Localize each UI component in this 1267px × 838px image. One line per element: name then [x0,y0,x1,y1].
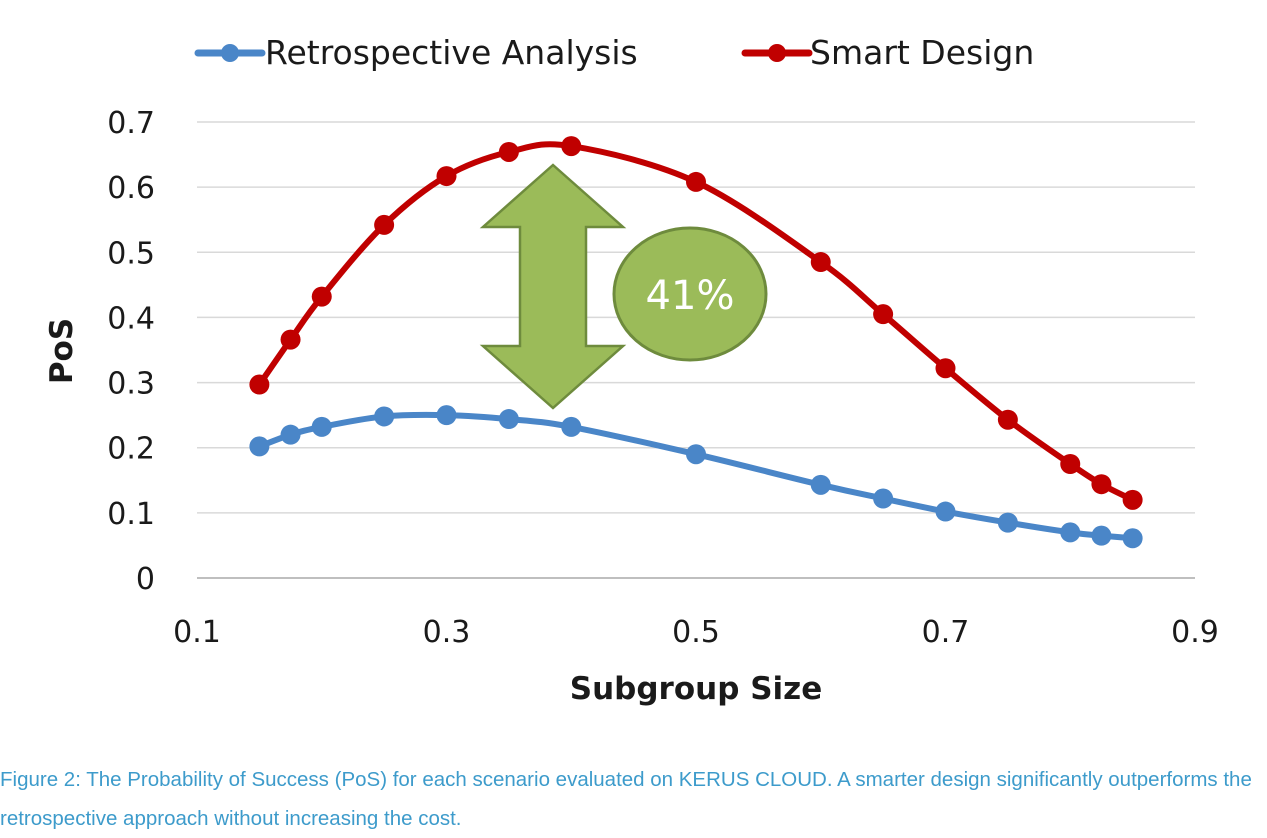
x-tick-label: 0.3 [423,615,471,650]
y-axis-title: PoS [44,318,80,384]
x-tick-label: 0.9 [1171,615,1219,650]
data-point-retrospective-analysis [436,405,457,426]
y-tick-label: 0.5 [107,236,155,271]
double-arrow-icon [479,163,627,410]
data-point-smart-design [498,141,519,162]
series-smart-design [249,136,1143,510]
legend-marker-smart-design [768,44,786,62]
data-point-smart-design [935,358,956,379]
percent-badge-label: 41% [646,273,735,319]
series-layer [249,136,1143,549]
y-tick-label: 0.7 [107,106,155,141]
y-tick-label: 0.6 [107,171,155,206]
annotation-41-percent: 41% [479,163,768,410]
data-point-smart-design [1091,474,1112,495]
x-tick-label: 0.5 [672,615,720,650]
y-tick-label: 0.2 [107,432,155,467]
data-point-retrospective-analysis [561,416,582,437]
data-point-smart-design [997,409,1018,430]
x-axis-title: Subgroup Size [570,671,822,707]
legend-label-retrospective-analysis: Retrospective Analysis [265,33,638,72]
x-tick-label: 0.1 [173,615,221,650]
data-point-retrospective-analysis [249,436,270,457]
y-tick-label: 0 [136,562,155,597]
data-point-retrospective-analysis [686,444,706,465]
y-tick-label: 0.1 [107,497,155,532]
percent-badge [612,226,768,362]
legend-label-smart-design: Smart Design [810,33,1034,72]
pos-chart: 0 0.1 0.2 0.3 0.4 0.5 0.6 0.7 0.1 0.3 0.5 0.7 0.9 4… [44,33,1219,707]
data-point-retrospective-analysis [280,424,301,445]
data-point-smart-design [436,166,457,187]
data-point-retrospective-analysis [1060,522,1081,543]
data-point-smart-design [1122,489,1143,510]
figure-caption: Figure 2: The Probability of Success (Po… [0,768,1252,830]
data-point-smart-design [280,329,301,350]
data-point-smart-design [686,171,706,192]
y-tick-labels: 0 0.1 0.2 0.3 0.4 0.5 0.6 0.7 [107,106,155,597]
legend-marker-retrospective-analysis [221,44,239,62]
data-point-smart-design [311,286,332,307]
data-point-retrospective-analysis [311,416,332,437]
data-point-retrospective-analysis [873,488,894,509]
data-point-smart-design [249,374,270,395]
data-point-retrospective-analysis [1091,525,1112,546]
data-point-smart-design [1060,454,1081,474]
legend-item-retrospective-analysis: Retrospective Analysis [194,33,638,72]
data-point-smart-design [873,304,894,325]
y-tick-label: 0.3 [107,367,155,402]
x-tick-labels: 0.1 0.3 0.5 0.7 0.9 [173,615,1219,650]
data-point-retrospective-analysis [997,512,1018,533]
legend: Retrospective Analysis Smart Design [194,33,1034,72]
y-tick-label: 0.4 [107,301,155,336]
data-point-retrospective-analysis [498,409,519,430]
data-point-retrospective-analysis [935,501,956,522]
legend-item-smart-design: Smart Design [741,33,1034,72]
data-point-smart-design [374,214,395,235]
series-retrospective-analysis [249,405,1143,549]
data-point-retrospective-analysis [810,474,831,495]
data-point-retrospective-analysis [1122,528,1143,549]
data-point-smart-design [810,252,831,273]
x-tick-label: 0.7 [922,615,970,650]
data-point-smart-design [561,136,582,157]
data-point-retrospective-analysis [374,406,395,427]
